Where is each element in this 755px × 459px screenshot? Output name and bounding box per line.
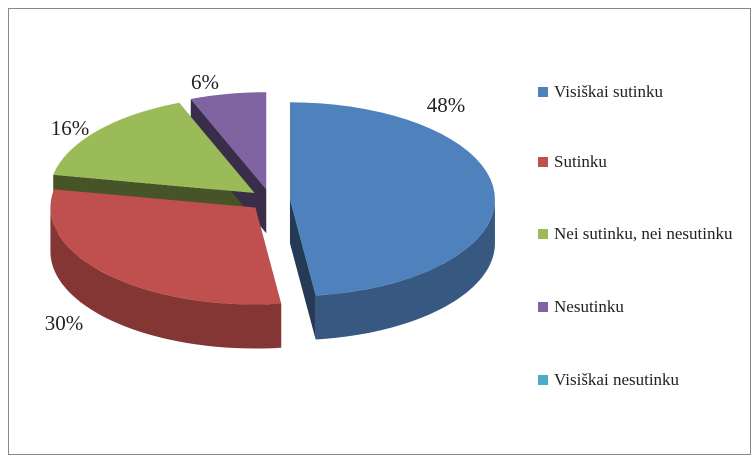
legend-label: Nesutinku: [554, 297, 624, 316]
legend-swatch: [538, 157, 548, 167]
legend-item: Sutinku: [538, 150, 743, 174]
legend-swatch: [538, 87, 548, 97]
legend-item: Visiškai sutinku: [538, 80, 743, 104]
legend-swatch: [538, 229, 548, 239]
pie-slice: [190, 92, 267, 190]
data-label: 30%: [45, 311, 84, 335]
legend-item: Nei sutinku, nei nesutinku: [538, 222, 743, 246]
legend-label: Sutinku: [554, 152, 607, 171]
slice-side: [315, 199, 495, 340]
data-label: 6%: [191, 70, 219, 94]
legend-label: Nei sutinku, nei nesutinku: [554, 224, 733, 243]
legend-label: Visiškai sutinku: [554, 82, 664, 101]
slice-side: [50, 207, 282, 349]
pie-slice: [289, 102, 495, 296]
data-label: 16%: [51, 116, 90, 140]
legend-item: Visiškai nesutinku: [538, 368, 743, 392]
legend-swatch: [538, 375, 548, 385]
legend-swatch: [538, 302, 548, 312]
legend-item: Nesutinku: [538, 295, 743, 319]
slice-edge: [289, 199, 316, 340]
pie-slice: [50, 189, 282, 305]
data-label: 48%: [427, 93, 466, 117]
pie-slice: [53, 102, 255, 193]
chart-border: [8, 8, 751, 455]
legend-label: Visiškai nesutinku: [554, 370, 680, 389]
